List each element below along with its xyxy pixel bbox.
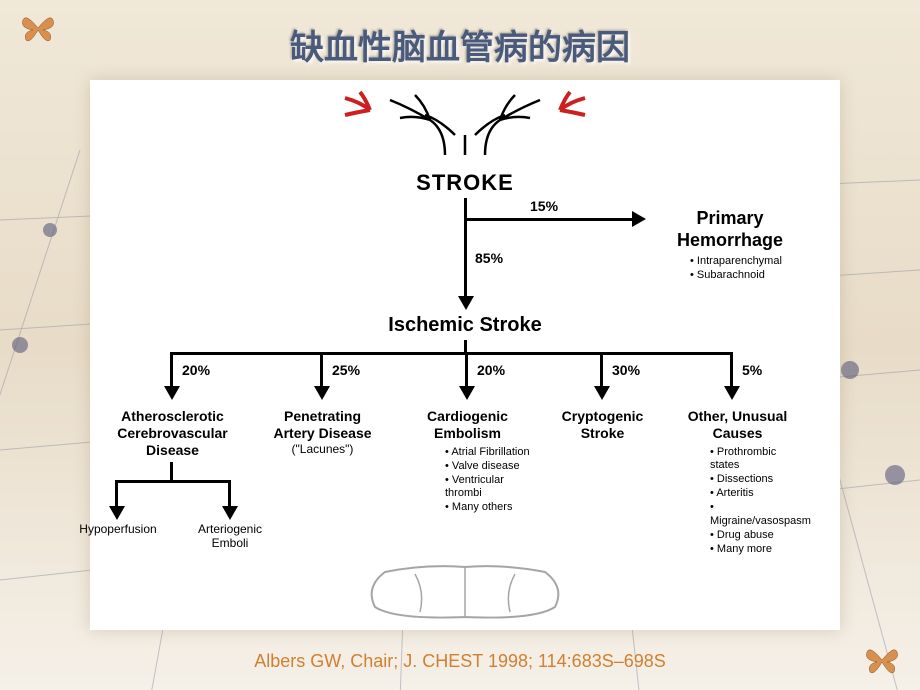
- butterfly-icon: [18, 8, 58, 48]
- arrow-icon: [632, 211, 646, 227]
- citation: Albers GW, Chair; J. CHEST 1998; 114:683…: [254, 651, 666, 672]
- stroke-root-label: STROKE: [416, 170, 514, 196]
- connector: [115, 480, 230, 483]
- arrow-icon: [724, 386, 740, 400]
- connector: [730, 352, 733, 388]
- connector: [170, 352, 733, 355]
- primary-hemorrhage: Primary Hemorrhage Intraparenchymal Suba…: [650, 208, 810, 294]
- connector: [600, 352, 603, 388]
- connector: [465, 352, 468, 388]
- arrow-icon: [109, 506, 125, 520]
- connector: [170, 462, 173, 482]
- pct-b5: 5%: [742, 362, 762, 378]
- primary-items: Intraparenchymal Subarachnoid: [650, 255, 810, 282]
- pct-b1: 20%: [182, 362, 210, 378]
- other-items: Prothrombic states Dissections Arteritis…: [670, 446, 805, 557]
- arrow-icon: [314, 386, 330, 400]
- pct-primary: 15%: [530, 198, 558, 214]
- primary-label: Primary Hemorrhage: [650, 208, 810, 251]
- pct-b4: 30%: [612, 362, 640, 378]
- page-title: 缺血性脑血管病的病因: [290, 20, 630, 69]
- connector: [115, 480, 118, 508]
- arrow-icon: [164, 386, 180, 400]
- cardiogenic-items: Atrial Fibrillation Valve disease Ventri…: [405, 446, 530, 515]
- connector: [464, 218, 634, 221]
- connector: [170, 352, 173, 388]
- arteriogenic-emboli: Arteriogenic Emboli: [190, 522, 270, 551]
- pct-b2: 25%: [332, 362, 360, 378]
- brain-outline-icon: [355, 562, 575, 622]
- stroke-diagram: STROKE 15% Primary Hemorrhage Intraparen…: [90, 80, 840, 630]
- butterfly-icon: [862, 640, 902, 680]
- branch-penetrating: Penetrating Artery Disease ("Lacunes"): [260, 408, 385, 456]
- branch-cardiogenic: Cardiogenic Embolism Atrial Fibrillation…: [405, 408, 530, 526]
- branch-other: Other, Unusual Causes Prothrombic states…: [670, 408, 805, 567]
- brain-vessels-icon: [290, 90, 640, 160]
- branch-atherosclerotic: Atherosclerotic Cerebrovascular Disease: [105, 408, 240, 458]
- connector: [320, 352, 323, 388]
- hypoperfusion: Hypoperfusion: [78, 522, 158, 536]
- arrow-icon: [222, 506, 238, 520]
- connector: [464, 236, 467, 298]
- ischemic-stroke-label: Ischemic Stroke: [388, 314, 541, 337]
- branch-cryptogenic: Cryptogenic Stroke: [545, 408, 660, 442]
- pct-ischemic: 85%: [475, 250, 503, 266]
- arrow-icon: [458, 296, 474, 310]
- arrow-icon: [459, 386, 475, 400]
- connector: [464, 198, 467, 236]
- arrow-icon: [594, 386, 610, 400]
- pct-b3: 20%: [477, 362, 505, 378]
- connector: [228, 480, 231, 508]
